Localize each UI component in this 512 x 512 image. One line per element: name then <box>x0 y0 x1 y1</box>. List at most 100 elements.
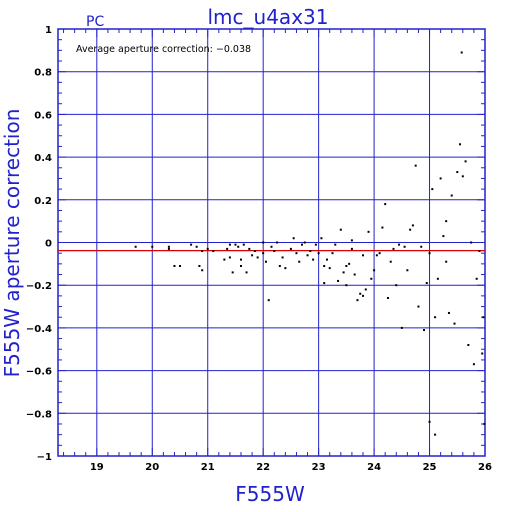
plot-frame <box>57 28 486 457</box>
data-point <box>270 245 273 248</box>
data-point <box>428 252 431 255</box>
data-point <box>228 243 231 246</box>
data-point <box>434 433 437 436</box>
data-point <box>331 252 334 255</box>
data-point <box>262 252 265 255</box>
data-point <box>253 250 256 253</box>
data-point <box>301 243 303 246</box>
data-point <box>240 264 242 267</box>
y-tick-label: −0.6 <box>26 367 52 378</box>
x-tick-label: 23 <box>312 462 326 473</box>
data-point <box>370 277 373 280</box>
data-point <box>478 250 481 253</box>
data-point <box>273 250 276 253</box>
data-point <box>428 420 431 423</box>
data-point <box>461 175 464 178</box>
data-point <box>350 239 353 242</box>
data-point <box>264 260 267 263</box>
y-tick-label: −1 <box>37 452 52 463</box>
data-point <box>179 264 181 267</box>
data-point <box>306 254 309 257</box>
data-point <box>406 269 409 272</box>
data-point <box>362 294 364 297</box>
data-point <box>167 245 170 248</box>
data-point <box>226 247 229 250</box>
data-point <box>453 322 456 325</box>
data-point <box>337 279 340 282</box>
data-point <box>423 329 425 332</box>
data-point <box>342 271 345 274</box>
data-point <box>350 247 353 250</box>
y-axis-label: F555W aperture correction <box>0 109 24 378</box>
x-tick-label: 26 <box>478 462 492 473</box>
data-point <box>425 282 428 285</box>
y-tick-label: 0.4 <box>34 153 52 164</box>
data-point <box>242 243 245 246</box>
data-point <box>447 311 450 314</box>
x-axis-label: F555W <box>235 482 305 506</box>
data-point <box>167 247 170 250</box>
data-point <box>445 260 448 263</box>
data-point <box>395 284 398 287</box>
data-point <box>251 254 254 257</box>
data-point <box>201 250 204 253</box>
data-point <box>223 258 226 261</box>
data-point <box>400 326 403 329</box>
data-point <box>367 230 370 233</box>
data-point <box>334 243 337 246</box>
data-point <box>378 252 381 255</box>
y-tick-label: −0.8 <box>26 409 52 420</box>
data-point <box>292 237 295 240</box>
data-point <box>483 422 486 425</box>
data-point <box>298 260 301 263</box>
data-point <box>442 235 445 238</box>
data-point <box>373 269 376 272</box>
x-tick-label: 22 <box>256 462 270 473</box>
data-point <box>240 258 242 261</box>
data-point <box>482 316 485 319</box>
data-point <box>359 292 362 295</box>
data-point <box>362 254 364 257</box>
y-tick-label: 1 <box>45 25 52 36</box>
data-point <box>212 250 215 253</box>
x-tick-label: 24 <box>367 462 381 473</box>
data-point <box>151 245 154 248</box>
data-point <box>345 264 348 267</box>
data-point <box>325 258 328 261</box>
data-point <box>256 256 259 259</box>
data-point <box>434 316 437 319</box>
data-point <box>345 284 348 287</box>
data-point <box>237 245 240 248</box>
y-tick-label: −0.2 <box>26 281 52 292</box>
data-point <box>234 243 237 246</box>
data-point <box>317 252 320 255</box>
data-point <box>309 250 312 253</box>
data-point <box>364 288 367 291</box>
data-point <box>314 243 317 246</box>
data-point <box>173 264 176 267</box>
data-point <box>353 273 356 276</box>
data-point <box>245 271 248 274</box>
data-point <box>456 171 459 174</box>
data-point <box>472 363 475 366</box>
data-point <box>439 177 442 180</box>
y-tick-label: 0 <box>45 239 52 250</box>
data-point <box>262 241 265 244</box>
data-point <box>381 226 384 229</box>
y-tick-label: 0.6 <box>34 110 52 121</box>
data-point <box>389 260 392 263</box>
data-point <box>414 164 417 167</box>
data-point <box>323 282 326 285</box>
data-point <box>231 271 234 274</box>
camera-label: PC <box>86 14 104 30</box>
data-point <box>228 256 231 259</box>
data-point <box>134 245 137 248</box>
data-point <box>409 228 412 231</box>
data-point <box>320 237 323 240</box>
data-point <box>475 277 478 280</box>
y-tick-label: −0.4 <box>26 324 52 335</box>
data-point <box>276 241 279 244</box>
data-point <box>398 243 401 246</box>
x-tick-label: 21 <box>201 462 215 473</box>
data-point <box>289 247 292 250</box>
